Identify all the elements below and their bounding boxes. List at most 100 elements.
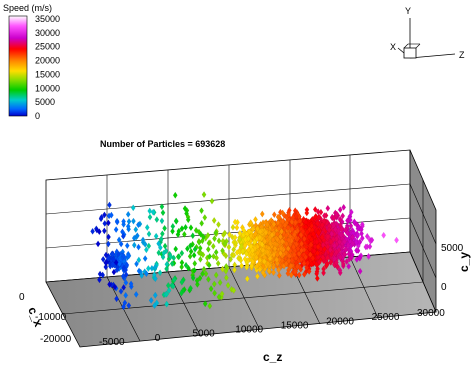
particle-point bbox=[201, 265, 207, 273]
particle-point bbox=[161, 249, 167, 257]
particle-point bbox=[301, 260, 307, 268]
particle-point bbox=[185, 216, 191, 224]
legend: Speed (m/s) 35000 30000 25000 20000 15000 100… bbox=[3, 3, 60, 121]
particle-point bbox=[176, 253, 182, 261]
particle-point bbox=[271, 251, 277, 259]
particle-point bbox=[223, 252, 229, 260]
particle-point bbox=[348, 222, 354, 230]
particle-point bbox=[136, 267, 142, 275]
particle-point bbox=[249, 262, 255, 270]
particle-point bbox=[103, 263, 109, 271]
particle-point bbox=[347, 255, 352, 263]
particle-point bbox=[220, 265, 225, 273]
particle-point bbox=[330, 236, 336, 243]
particle-point bbox=[106, 219, 111, 227]
particle-point bbox=[195, 280, 200, 288]
particle-point bbox=[128, 280, 134, 288]
particle-point bbox=[325, 243, 331, 251]
particle-point bbox=[325, 204, 331, 212]
z-tick-label: 5000 bbox=[193, 329, 216, 340]
particle-point bbox=[176, 227, 182, 235]
particle-point bbox=[290, 213, 296, 221]
particle-point bbox=[271, 269, 276, 276]
particle-point bbox=[276, 224, 282, 232]
particle-point bbox=[315, 249, 320, 257]
particle-point bbox=[166, 287, 172, 294]
particle-point bbox=[359, 230, 364, 238]
particle-point bbox=[311, 247, 317, 255]
particle-point bbox=[319, 221, 325, 229]
particle-point bbox=[131, 234, 137, 242]
particle-point bbox=[319, 233, 325, 241]
y-axis-label: c_y bbox=[457, 252, 471, 272]
particle-point bbox=[293, 212, 299, 220]
particle-point bbox=[357, 267, 363, 275]
particle-point bbox=[197, 244, 203, 252]
z-tick-label: 0 bbox=[155, 333, 161, 344]
particle-point bbox=[213, 248, 219, 256]
particle-point bbox=[288, 271, 294, 279]
particle-point bbox=[369, 236, 375, 244]
particle-point bbox=[350, 240, 356, 248]
z-tick-label: 20000 bbox=[326, 316, 354, 327]
particle-point bbox=[170, 222, 176, 230]
particle-point bbox=[306, 233, 312, 241]
particle-point bbox=[322, 245, 327, 253]
particle-point bbox=[142, 255, 148, 263]
particle-point bbox=[304, 228, 310, 236]
particle-point bbox=[192, 260, 198, 267]
particle-point bbox=[291, 251, 297, 259]
particle-point bbox=[120, 232, 126, 240]
particle-point bbox=[252, 238, 257, 246]
particle-point bbox=[285, 269, 291, 277]
particle-point bbox=[147, 207, 153, 215]
particle-point bbox=[201, 233, 206, 241]
particle-point bbox=[271, 211, 277, 219]
particle-point bbox=[159, 230, 165, 238]
particle-point bbox=[131, 217, 136, 225]
particle-point bbox=[293, 219, 298, 226]
particle-point bbox=[265, 260, 271, 268]
particle-point bbox=[212, 289, 217, 297]
particle-point bbox=[149, 264, 155, 272]
particle-point bbox=[250, 225, 256, 233]
particle-point bbox=[114, 266, 120, 274]
particle-point bbox=[113, 226, 119, 234]
particle-point bbox=[305, 259, 310, 267]
particle-point bbox=[327, 246, 333, 254]
x-tick-label: -20000 bbox=[40, 334, 72, 345]
particle-point bbox=[97, 276, 102, 284]
x-tick-label: -10000 bbox=[35, 312, 67, 323]
particle-point bbox=[216, 237, 222, 245]
particle-point bbox=[199, 219, 205, 227]
particle-point bbox=[211, 280, 217, 288]
particle-point bbox=[152, 263, 158, 271]
particle-point bbox=[100, 255, 106, 263]
particle-point bbox=[217, 279, 223, 287]
particle-point bbox=[156, 249, 162, 257]
particle-point bbox=[123, 279, 129, 287]
particle-point bbox=[179, 263, 185, 271]
particle-point bbox=[160, 209, 166, 217]
particle-point bbox=[298, 255, 304, 263]
particle-point bbox=[211, 252, 216, 260]
particle-point bbox=[234, 224, 240, 232]
particle-point bbox=[212, 235, 217, 243]
particle-point bbox=[296, 271, 302, 279]
particle-point bbox=[124, 261, 130, 269]
particle-point bbox=[314, 261, 319, 269]
particle-point bbox=[184, 210, 189, 217]
particle-point bbox=[261, 257, 267, 265]
particle-point bbox=[317, 249, 323, 256]
particle-point bbox=[279, 237, 285, 245]
particle-point bbox=[150, 208, 156, 216]
particle-point bbox=[146, 242, 152, 250]
particle-point bbox=[289, 225, 295, 233]
particle-point bbox=[223, 262, 229, 270]
particle-point bbox=[244, 275, 250, 283]
particle-point bbox=[186, 264, 191, 272]
particle-point bbox=[292, 268, 298, 276]
particle-point bbox=[124, 242, 130, 250]
particle-point bbox=[220, 247, 225, 255]
particle-point bbox=[206, 239, 212, 247]
